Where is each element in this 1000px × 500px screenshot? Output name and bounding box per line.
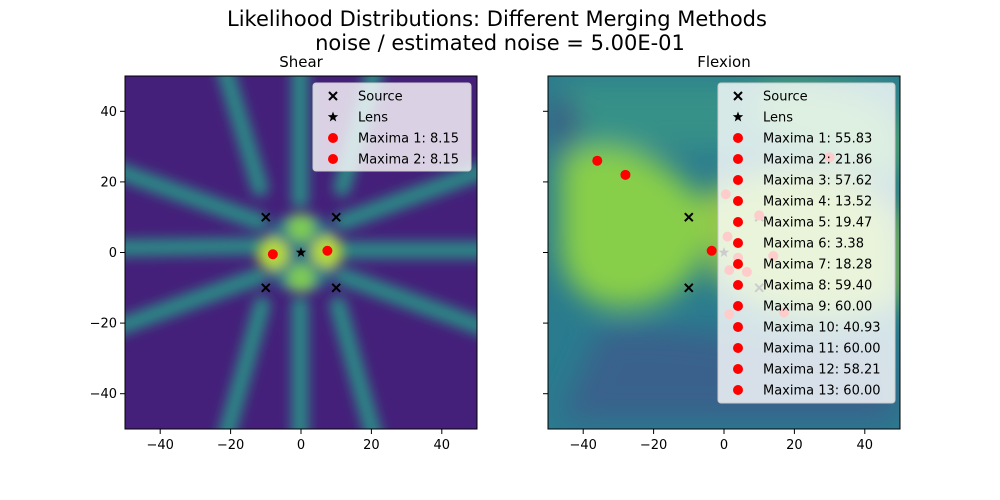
figure-title: Likelihood Distributions: Different Merg… [227,7,767,31]
flexion-xtick-label: −40 [569,438,596,453]
shear-ytick-label: 0 [109,246,117,261]
flexion-legend-maxima-icon [733,385,743,395]
flexion-legend-maxima-icon [733,133,743,143]
shear-markers [261,212,341,293]
shear-legend-label: Maxima 1: 8.15 [358,132,459,147]
flexion-legend-label: Maxima 13: 60.00 [763,384,881,399]
flexion-legend-label: Source [763,90,808,105]
flexion-legend-label: Maxima 3: 57.62 [763,174,872,189]
flexion-legend-label: Maxima 4: 13.52 [763,195,872,210]
shear-legend-maxima-icon [328,133,338,143]
flexion-legend-lens-icon [732,111,744,122]
flexion-legend-maxima-icon [733,259,743,269]
flexion-legend-maxima-icon [733,322,743,332]
flexion-legend-label: Maxima 1: 55.83 [763,132,872,147]
flexion-legend-label: Maxima 11: 60.00 [763,342,881,357]
shear-legend-label: Lens [358,111,388,126]
flexion-legend-label: Maxima 8: 59.40 [763,279,872,294]
flexion-legend-maxima-icon [733,364,743,374]
flexion-legend-maxima-icon [733,343,743,353]
flexion-xtick-label: 40 [857,438,874,453]
flexion-legend-label: Maxima 10: 40.93 [763,321,881,336]
shear-legend-lens-icon [327,111,339,122]
shear-axes: −40 −20 0 20 40 −40 −20 0 20 40 [90,105,451,453]
flexion-source-marker [684,283,694,293]
flexion-legend-maxima-icon [733,280,743,290]
flexion-legend-label: Maxima 6: 3.38 [763,237,864,252]
shear-ytick-label: 40 [100,105,117,120]
flexion-maxima-marker [620,169,631,180]
flexion-legend-label: Maxima 12: 58.21 [763,363,881,378]
flexion-maxima-marker [592,155,603,166]
shear-legend-box [312,82,472,172]
flexion-xtick-label: −20 [640,438,667,453]
shear-ytick-label: −40 [90,387,117,402]
flexion-legend-source-icon [733,91,743,101]
shear-source-marker [261,212,271,222]
shear-maxima-marker [322,245,333,256]
shear-legend: Source Lens Maxima 1: 8.15 Maxima 2: 8.15 [312,82,472,172]
flexion-legend-box [717,82,896,404]
flexion-legend: Source Lens Maxima 1: 55.83 Maxima 2: 21.86… [717,82,896,404]
flexion-panel-title: Flexion [697,53,751,71]
shear-xtick-label: 20 [363,438,380,453]
shear-xtick-label: −20 [217,438,244,453]
flexion-legend-label: Maxima 9: 60.00 [763,300,872,315]
flexion-legend-maxima-icon [733,175,743,185]
shear-legend-label: Source [358,90,403,105]
flexion-axes: −40 −20 0 20 40 [543,110,874,453]
flexion-legend-label: Lens [763,111,793,126]
shear-xtick-label: 0 [297,438,305,453]
shear-source-marker [261,283,271,293]
shear-legend-source-icon [328,91,338,101]
flexion-legend-maxima-icon [733,154,743,164]
flexion-xtick-label: 20 [786,438,803,453]
shear-source-marker [331,283,341,293]
shear-lens-marker [295,247,307,257]
shear-xtick-label: −40 [146,438,173,453]
flexion-legend-label: Maxima 2: 21.86 [763,153,872,168]
flexion-legend-label: Maxima 7: 18.28 [763,258,872,273]
flexion-legend-label: Maxima 5: 19.47 [763,216,872,231]
flexion-legend-maxima-icon [733,196,743,206]
shear-ytick-label: 20 [100,175,117,190]
shear-source-marker [331,212,341,222]
flexion-panel: Flexion −40 −20 0 20 40 Source Lens Maxima 1: … [543,53,901,453]
shear-legend-label: Maxima 2: 8.15 [358,153,459,168]
flexion-maxima-marker [706,245,717,256]
flexion-xtick-label: 0 [720,438,728,453]
shear-panel-title: Shear [279,53,323,71]
flexion-source-marker [684,212,694,222]
flexion-legend-maxima-icon [733,301,743,311]
shear-ytick-label: −20 [90,317,117,332]
flexion-legend-maxima-icon [733,217,743,227]
flexion-legend-maxima-icon [733,238,743,248]
figure-subtitle: noise / estimated noise = 5.00E-01 [315,31,685,55]
shear-legend-maxima-icon [328,154,338,164]
shear-maxima-marker [267,249,278,260]
shear-xtick-label: 40 [434,438,451,453]
shear-panel: Shear [90,53,478,453]
